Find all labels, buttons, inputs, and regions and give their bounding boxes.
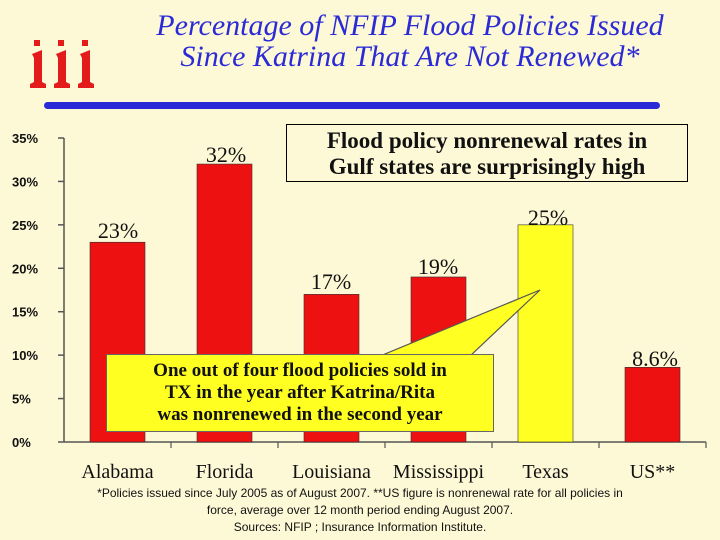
iii-logo-icon [30, 40, 94, 88]
callout-bottom-line-1: One out of four flood policies sold in [153, 360, 447, 381]
data-label: 19% [418, 254, 458, 279]
bar-us [624, 367, 681, 443]
y-tick-label: 35% [12, 131, 38, 146]
data-label: 8.6% [632, 346, 678, 371]
category-label: Alabama [81, 461, 153, 483]
callout-top: Flood policy nonrenewal rates in Gulf st… [286, 124, 688, 182]
callout-bottom-line-3: was nonrenewed in the second year [157, 404, 443, 425]
category-label: Louisiana [292, 461, 371, 483]
data-label: 32% [206, 142, 246, 167]
callout-bottom-line-2: TX in the year after Katrina/Rita [164, 382, 435, 403]
y-tick-label: 30% [12, 174, 38, 189]
category-label: Florida [196, 461, 254, 483]
bar-texas [517, 224, 574, 443]
data-label: 17% [311, 269, 351, 294]
footnote: *Policies issued since July 2005 as of A… [14, 485, 706, 536]
callout-top-line-1: Flood policy nonrenewal rates in [326, 128, 648, 153]
category-label: US** [630, 461, 676, 483]
category-label: Texas [522, 461, 569, 483]
title-rule [44, 102, 660, 109]
chart-title-line-1: Percentage of NFIP Flood Policies Issued [156, 9, 664, 42]
footnote-line-1: *Policies issued since July 2005 as of A… [97, 486, 623, 500]
callout-top-line-2: Gulf states are surprisingly high [328, 154, 646, 179]
footnote-line-3: Sources: NFIP ; Insurance Information In… [233, 520, 487, 534]
callout-bottom: One out of four flood policies sold in T… [106, 354, 494, 432]
category-label: Mississippi [393, 461, 485, 483]
footnote-line-2: force, average over 12 month period endi… [206, 503, 514, 517]
y-tick-label: 5% [12, 392, 31, 407]
data-label: 25% [528, 205, 568, 230]
y-tick-label: 15% [12, 305, 38, 320]
chart-title: Percentage of NFIP Flood Policies Issued… [100, 10, 720, 72]
y-tick-label: 10% [12, 348, 38, 363]
y-tick-label: 20% [12, 261, 38, 276]
y-tick-label: 25% [12, 218, 38, 233]
chart-title-line-2: Since Katrina That Are Not Renewed* [180, 40, 640, 73]
data-label: 23% [98, 218, 138, 243]
y-tick-label: 0% [12, 435, 31, 450]
